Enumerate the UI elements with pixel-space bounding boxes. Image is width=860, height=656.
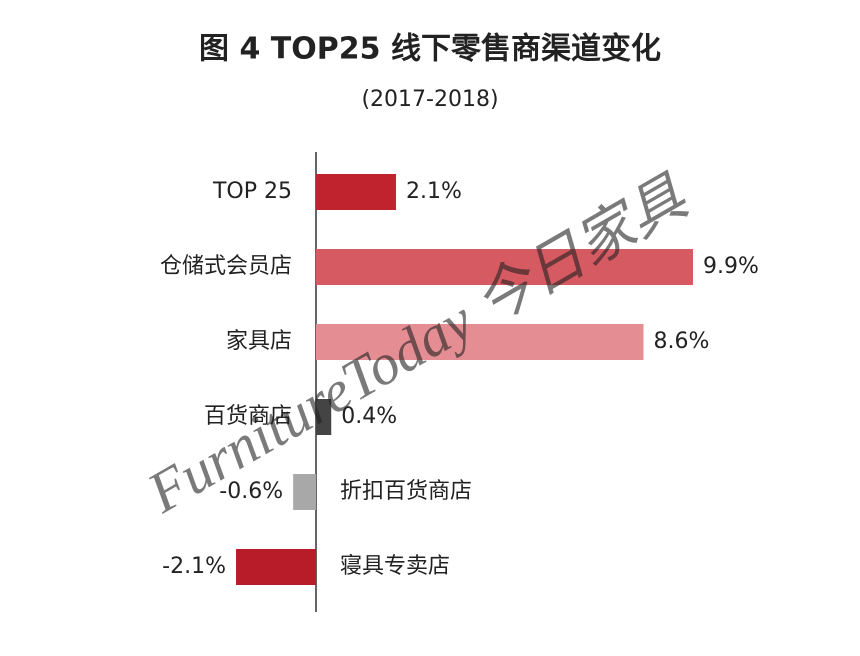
bar — [316, 249, 693, 285]
value-label: 9.9% — [703, 254, 759, 279]
category-label: 寝具专卖店 — [340, 554, 450, 579]
value-label: -0.6% — [219, 479, 283, 504]
category-label: 百货商店 — [204, 404, 292, 429]
value-label: -2.1% — [162, 554, 226, 579]
bar — [316, 174, 396, 210]
category-label: 家具店 — [226, 329, 292, 354]
category-label: 折扣百货商店 — [340, 479, 472, 504]
value-label: 2.1% — [406, 179, 462, 204]
bar — [316, 324, 644, 360]
value-label: 0.4% — [341, 404, 397, 429]
chart-subtitle: (2017-2018) — [361, 87, 498, 112]
category-label: TOP 25 — [212, 179, 292, 204]
value-label: 8.6% — [653, 329, 709, 354]
category-label: 仓储式会员店 — [160, 254, 292, 279]
bar — [316, 399, 332, 435]
chart-title: 图 4 TOP25 线下零售商渠道变化 — [199, 32, 661, 67]
bar — [236, 549, 316, 585]
bar — [293, 474, 316, 510]
